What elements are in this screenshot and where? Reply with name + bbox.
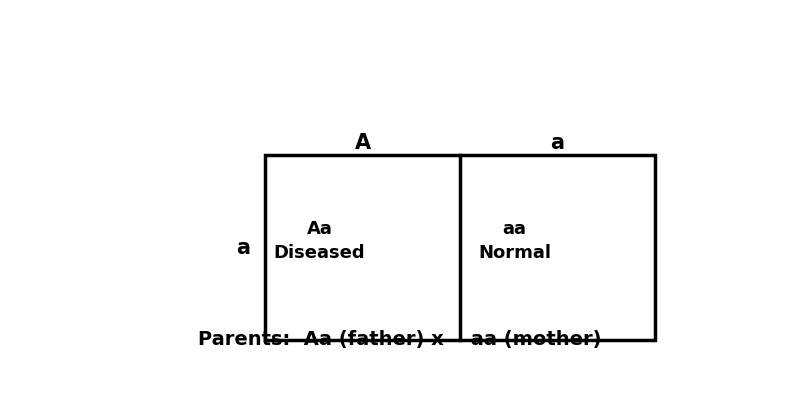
Text: Diseased: Diseased (274, 244, 366, 261)
Text: Parents:  Aa (father) x    aa (mother): Parents: Aa (father) x aa (mother) (198, 331, 602, 350)
Text: a: a (236, 238, 250, 257)
Text: A: A (354, 133, 370, 153)
Text: Normal: Normal (478, 244, 551, 261)
Text: aa: aa (502, 221, 526, 238)
Text: Aa: Aa (306, 221, 333, 238)
Bar (265, 155, 655, 340)
Text: a: a (550, 133, 565, 153)
